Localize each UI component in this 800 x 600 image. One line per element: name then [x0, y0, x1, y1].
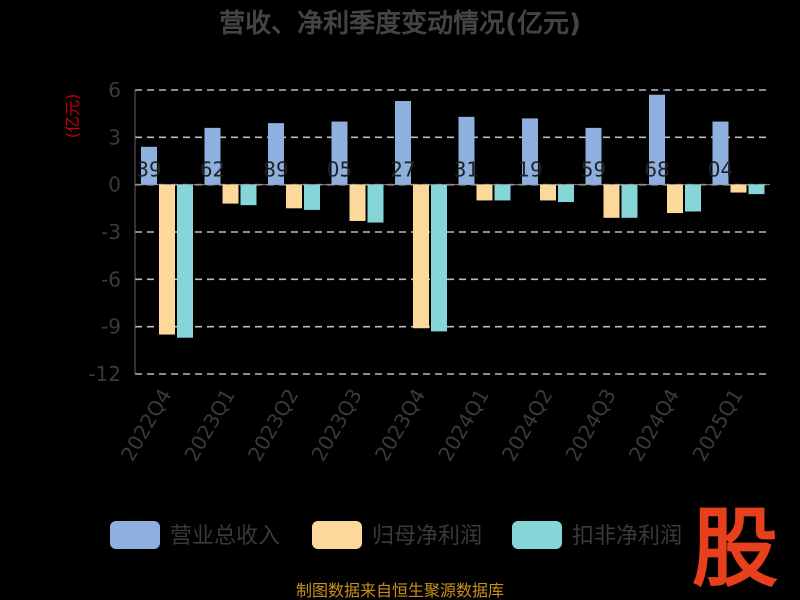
x-tick-label: 2024Q3: [560, 385, 620, 466]
legend-swatch: [110, 521, 160, 549]
bar: [585, 127, 602, 185]
bar: [603, 184, 620, 218]
bar: [304, 184, 320, 210]
bar: [159, 184, 175, 335]
bar: [240, 184, 257, 206]
x-tick-label: 2022Q4: [116, 385, 176, 466]
data-label: 19: [517, 158, 542, 182]
bar: [458, 116, 475, 185]
data-label: 68: [644, 158, 669, 182]
y-tick-label: -12: [88, 362, 121, 386]
y-tick-label: 0: [108, 173, 121, 197]
bar: [204, 127, 221, 185]
x-tick-labels: 2022Q4 2023Q1 2023Q2 2023Q3 2023Q4 2024Q1 2024…: [116, 385, 748, 466]
bar: [558, 184, 574, 203]
bar: [748, 184, 765, 195]
bar: [730, 184, 747, 193]
data-label: 89: [263, 158, 288, 182]
bar: [349, 184, 366, 221]
stamp-logo: 股: [692, 499, 778, 599]
bar: [712, 121, 729, 185]
bar: [649, 94, 665, 185]
bar: [286, 184, 302, 209]
footer-source: 制图数据来自恒生聚源数据库: [296, 581, 504, 600]
data-label: 31: [454, 158, 479, 182]
data-label: 27: [390, 158, 415, 182]
chart-title: 营收、净利季度变动情况(亿元): [219, 8, 581, 39]
legend: 营业总收入 归母净利润 扣非净利润: [110, 521, 682, 549]
data-label: 59: [581, 158, 606, 182]
bar: [685, 184, 701, 212]
gridlines: [134, 89, 770, 375]
x-tick-label: 2023Q2: [243, 385, 303, 466]
bar: [222, 184, 239, 204]
y-tick-label: 6: [108, 78, 121, 102]
x-tick-label: 2023Q3: [306, 385, 366, 466]
bar: [395, 101, 411, 185]
bar: [476, 184, 493, 201]
legend-swatch: [312, 521, 362, 549]
bar: [268, 123, 284, 185]
y-tick-label: -6: [101, 267, 121, 291]
legend-label: 营业总收入: [170, 524, 280, 549]
x-tick-label: 2023Q4: [370, 385, 430, 466]
bar: [540, 184, 556, 201]
bar: [621, 184, 638, 218]
data-label: 62: [200, 158, 225, 182]
bars: [141, 94, 765, 338]
bar: [413, 184, 429, 329]
x-tick-label: 2024Q1: [433, 385, 493, 466]
bar: [331, 121, 348, 185]
data-label: 04: [708, 158, 733, 182]
bar: [667, 184, 683, 214]
data-labels: 39 62 89 05 27 31 19 59 68 04: [136, 158, 733, 182]
y-tick-labels: 6 3 0 -3 -6 -9 -12: [88, 78, 121, 386]
y-tick-label: -9: [101, 315, 121, 339]
legend-label: 扣非净利润: [572, 524, 682, 549]
data-label: 39: [136, 158, 161, 182]
bar: [177, 184, 193, 338]
y-tick-label: 3: [108, 125, 121, 149]
x-tick-label: 2025Q1: [687, 385, 747, 466]
y-tick-label: -3: [101, 220, 121, 244]
x-tick-label: 2023Q1: [179, 385, 239, 466]
x-tick-label: 2024Q4: [624, 385, 684, 466]
legend-swatch: [512, 521, 562, 549]
y-axis-label: (亿元): [63, 94, 82, 139]
bar: [431, 184, 447, 332]
data-label: 05: [327, 158, 352, 182]
legend-label: 归母净利润: [372, 524, 482, 549]
bar: [522, 118, 538, 185]
x-tick-label: 2024Q2: [497, 385, 557, 466]
bar: [141, 146, 157, 185]
bar: [367, 184, 384, 223]
bar: [494, 184, 511, 201]
